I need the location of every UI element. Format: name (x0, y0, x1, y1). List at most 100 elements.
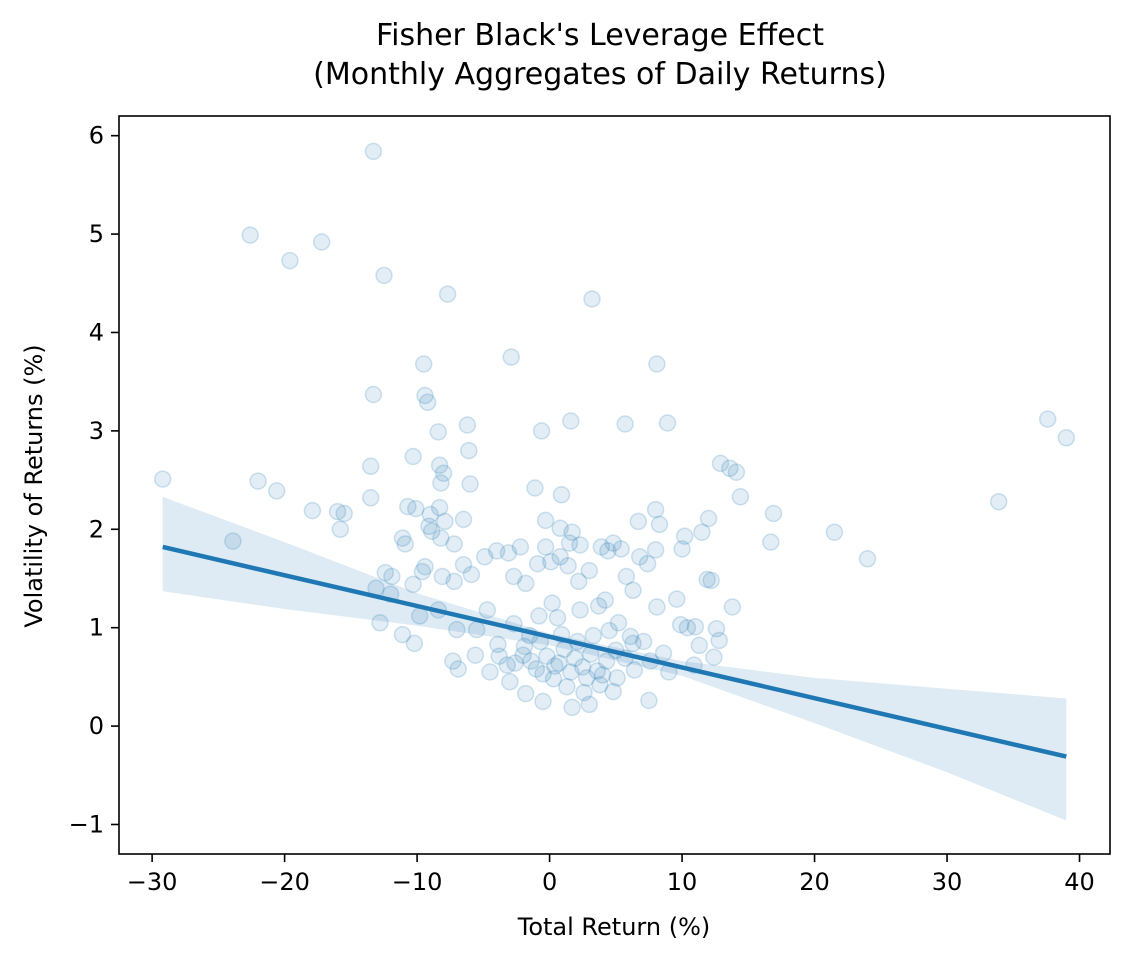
data-point (573, 658, 592, 676)
data-point (548, 609, 567, 627)
data-point (267, 482, 286, 500)
data-point (153, 470, 172, 488)
data-point (361, 457, 380, 476)
data-point (858, 550, 877, 568)
data-point (604, 682, 622, 701)
data-point (544, 670, 563, 688)
data-point (654, 644, 673, 663)
confidence-band (162, 496, 1067, 821)
data-point (543, 594, 561, 612)
data-point (364, 385, 383, 404)
data-point (551, 519, 569, 538)
data-point (420, 517, 438, 536)
y-tick-label: 6 (89, 122, 104, 150)
data-point (825, 523, 844, 541)
data-point (646, 541, 665, 559)
data-point (600, 621, 618, 640)
x-tick-label: −20 (259, 868, 310, 896)
data-point (461, 475, 479, 493)
x-tick-label: 0 (542, 868, 557, 896)
data-point (383, 567, 401, 586)
data-point (560, 534, 579, 552)
data-point (532, 422, 551, 440)
data-point (571, 601, 589, 619)
data-point (487, 542, 506, 560)
data-point (693, 523, 711, 541)
regression-line (162, 544, 1067, 759)
data-point (673, 540, 691, 558)
data-point (566, 649, 584, 667)
data-point (563, 698, 581, 717)
data-point (530, 607, 548, 625)
x-tick-label: 40 (1064, 868, 1095, 896)
data-point (413, 562, 432, 581)
data-point (224, 532, 242, 550)
data-point (707, 619, 726, 638)
data-point (711, 454, 730, 473)
data-point (638, 554, 657, 573)
confidence-band-layer (162, 496, 1067, 821)
data-point (764, 504, 783, 523)
data-point (552, 486, 571, 504)
data-point (490, 647, 508, 665)
data-point (429, 423, 448, 441)
x-tick-label: 30 (932, 868, 963, 896)
data-point (591, 676, 609, 694)
x-axis: −30 −20 −10 0 10 20 30 40 (127, 854, 1095, 896)
data-point (609, 614, 628, 632)
data-point (516, 574, 535, 593)
data-point (410, 607, 429, 625)
data-point (671, 615, 690, 634)
data-point (563, 523, 581, 541)
data-point (361, 489, 380, 507)
data-point (675, 527, 694, 545)
data-point (432, 474, 450, 492)
y-axis: −1 0 1 2 3 4 5 6 (69, 122, 119, 838)
y-tick-label: 1 (89, 614, 104, 642)
data-point (625, 661, 644, 679)
data-point (399, 497, 417, 516)
data-point (376, 563, 395, 582)
data-point (617, 567, 636, 586)
data-point (371, 614, 389, 632)
y-tick-label: −1 (69, 810, 104, 838)
data-point (481, 663, 499, 681)
data-point (616, 415, 634, 433)
data-point (731, 488, 750, 506)
data-point (558, 677, 576, 696)
plot-frame (118, 115, 1111, 855)
data-point (580, 561, 599, 580)
data-point (527, 660, 546, 678)
data-point (462, 565, 481, 584)
data-point (597, 652, 616, 670)
data-point (589, 597, 608, 615)
data-point (514, 646, 532, 664)
data-point (550, 654, 568, 672)
data-point (562, 412, 580, 430)
data-point (460, 441, 478, 460)
y-tick-label: 2 (89, 515, 104, 543)
data-point (396, 535, 414, 553)
data-point (393, 625, 412, 644)
data-point (466, 646, 485, 664)
data-point (430, 456, 449, 475)
data-point (686, 617, 705, 636)
data-point (624, 581, 642, 600)
data-point (526, 479, 544, 497)
data-point (405, 634, 424, 653)
x-tick-label: 20 (799, 868, 830, 896)
data-point (416, 557, 434, 576)
x-axis-label: Total Return (%) (517, 913, 710, 941)
regression-line-layer (162, 544, 1067, 759)
data-point (312, 233, 331, 251)
data-point (588, 662, 607, 680)
scatter-points-layer (153, 142, 1076, 717)
data-point (449, 660, 467, 678)
data-point (331, 520, 350, 539)
data-point (502, 348, 520, 366)
data-point (433, 567, 452, 586)
data-point (534, 665, 552, 683)
data-point (511, 538, 530, 556)
data-point (640, 691, 658, 710)
data-point (375, 266, 393, 285)
